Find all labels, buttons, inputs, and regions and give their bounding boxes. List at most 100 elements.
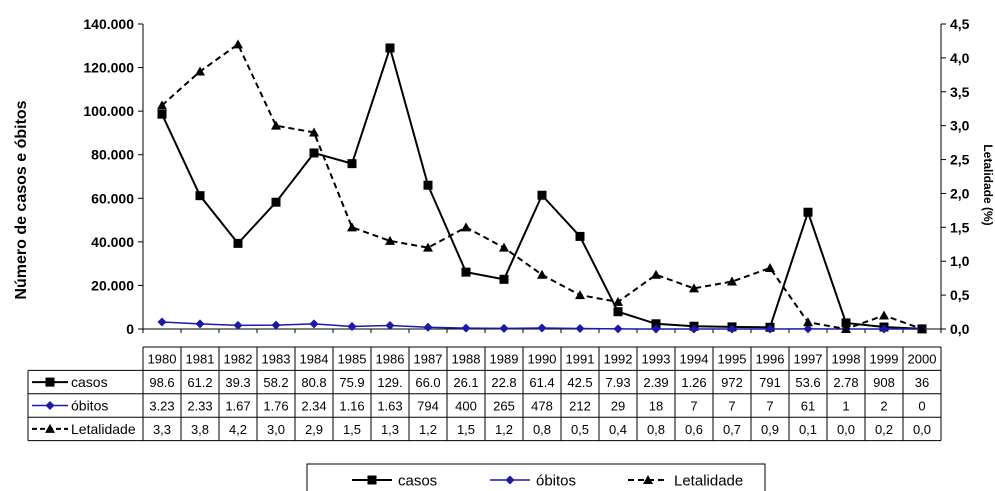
data-point-obitos (765, 324, 775, 334)
table-cell: 1,5 (457, 422, 475, 437)
data-point-casos (195, 191, 205, 201)
table-legend-marker-obitos (45, 401, 55, 410)
y2-tick-label: 1,0 (950, 253, 970, 269)
data-point-letalidade (157, 100, 167, 110)
table-cell: 53.6 (795, 375, 820, 390)
table-cell: 2.78 (833, 375, 858, 390)
y-tick-label: 100.000 (83, 103, 134, 119)
data-point-letalidade (347, 222, 357, 232)
table-cell: 2,9 (305, 422, 323, 437)
table-cell: 1.26 (681, 375, 706, 390)
y2-tick-label: 2,0 (950, 185, 970, 201)
table-year-label: 1989 (490, 352, 519, 367)
table-year-label: 1999 (870, 352, 899, 367)
table-cell: 2.39 (643, 375, 668, 390)
data-point-obitos (347, 321, 357, 331)
data-point-letalidade (233, 39, 243, 49)
data-point-letalidade (613, 296, 623, 306)
legend-box (306, 463, 766, 491)
legend-marker-letalidade (643, 475, 653, 484)
table-year-label: 1985 (338, 352, 367, 367)
data-point-letalidade (271, 120, 281, 130)
table-cell: 0,9 (761, 422, 779, 437)
y-axis-title: Número de casos e óbitos (13, 100, 30, 299)
table-cell: 42.5 (567, 375, 592, 390)
table-cell: 61.2 (187, 375, 212, 390)
table-cell: 36 (915, 375, 929, 390)
data-point-casos (651, 319, 661, 329)
legend: casos óbitos Letalidade (306, 463, 766, 491)
y-tick-label: 140.000 (83, 16, 134, 32)
table-cell: 265 (493, 399, 515, 414)
data-point-obitos (803, 324, 813, 334)
data-point-casos (233, 238, 243, 248)
table-cell: 0,8 (647, 422, 665, 437)
data-point-obitos (727, 324, 737, 334)
y2-tick-label: 0,5 (950, 287, 970, 303)
data-point-casos (613, 307, 623, 317)
table-cell: 478 (531, 399, 553, 414)
y2-tick-label: 2,5 (950, 152, 970, 168)
data-point-letalidade (537, 269, 547, 279)
table-year-label: 1994 (680, 352, 709, 367)
table-year-label: 2000 (908, 352, 937, 367)
y2-tick-label: 4,5 (950, 16, 970, 32)
table-cell: 908 (873, 375, 895, 390)
data-point-obitos (423, 322, 433, 332)
y2-axis-title: Letalidade (%) (981, 144, 995, 225)
series-line-letalidade (161, 42, 923, 331)
data-point-obitos (157, 317, 167, 327)
table-cell: 0,7 (723, 422, 741, 437)
y-tick-label: 120.000 (83, 60, 134, 76)
table-year-label: 1982 (224, 352, 253, 367)
data-point-letalidade (689, 283, 699, 293)
table-year-label: 1991 (566, 352, 595, 367)
y2-tick-label: 3,5 (950, 84, 970, 100)
data-point-casos (309, 148, 319, 158)
table-cell: 98.6 (149, 375, 174, 390)
table-cell: 212 (569, 399, 591, 414)
table-cell: 0,5 (571, 422, 589, 437)
y-tick-label: 60.000 (91, 190, 134, 206)
table-cell: 58.2 (263, 375, 288, 390)
data-point-casos (575, 231, 585, 241)
table-year-label: 1997 (794, 352, 823, 367)
table-cell: 29 (611, 399, 625, 414)
legend-label-obitos: óbitos (536, 473, 576, 490)
table-cell: 39.3 (225, 375, 250, 390)
table-cell: 7 (728, 399, 735, 414)
table-cell: 22.8 (491, 375, 516, 390)
data-point-casos (499, 274, 509, 284)
data-point-letalidade (651, 269, 661, 279)
data-point-obitos (689, 324, 699, 334)
data-point-letalidade (803, 317, 813, 327)
plot-area: 0 20.000 40.000 60.000 80.000 100.000 120.000 1… (83, 16, 969, 337)
table-cell: 400 (455, 399, 477, 414)
table-year-label: 1984 (300, 352, 329, 367)
y-tick-label: 20.000 (91, 277, 134, 293)
series-line-casos (161, 44, 923, 330)
table-year-label: 1998 (832, 352, 861, 367)
table-year-label: 1995 (718, 352, 747, 367)
table-cell: 7.93 (605, 375, 630, 390)
table-cell: 972 (721, 375, 743, 390)
data-point-letalidade (195, 66, 205, 76)
table-year-label: 1988 (452, 352, 481, 367)
table-cell: 7 (766, 399, 773, 414)
data-point-casos (803, 207, 813, 217)
table-cell: 0,4 (609, 422, 627, 437)
y2-tick-label: 1,5 (950, 219, 970, 235)
table-cell: 7 (690, 399, 697, 414)
table-cell: 1.16 (339, 399, 364, 414)
data-point-obitos (575, 324, 585, 334)
data-point-casos (841, 318, 851, 328)
data-point-letalidade (461, 222, 471, 232)
table-cell: 1.76 (263, 399, 288, 414)
data-point-obitos (461, 323, 471, 333)
table-legend-marker-casos (45, 377, 55, 387)
data-point-letalidade (423, 242, 433, 252)
table-cell: 18 (649, 399, 663, 414)
y-tick-label: 0 (126, 321, 134, 337)
table-year-label: 1992 (604, 352, 633, 367)
